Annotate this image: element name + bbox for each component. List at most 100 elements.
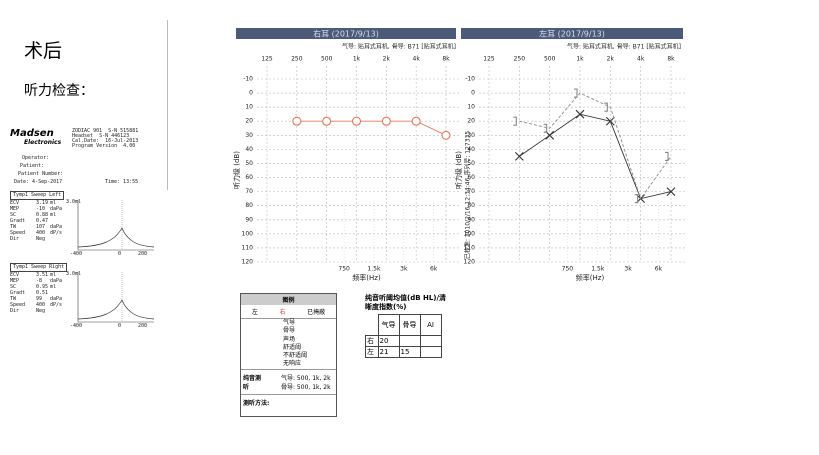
marker-circle xyxy=(411,116,421,126)
tymp-param: daPa xyxy=(50,206,63,212)
x-tick-label: 125 xyxy=(261,56,273,63)
x2-tick-label: 3k xyxy=(400,266,408,273)
tymp-xlabel: 200 xyxy=(138,251,148,257)
marker-bracket xyxy=(665,151,669,161)
y-tick-label: 120 xyxy=(464,259,476,266)
panel-title: 左耳 (2017/9/13) xyxy=(539,29,605,39)
tymp-param: ECV xyxy=(10,200,20,206)
y-tick-label: 40 xyxy=(245,146,253,153)
marker-circle xyxy=(322,116,332,126)
printout-head: Program Version 4.00 xyxy=(72,143,136,149)
legend-row: 声场 xyxy=(283,335,296,343)
pta-cell xyxy=(398,335,421,347)
legend-method: 测听方法: xyxy=(241,393,336,410)
x-tick-label: 1k xyxy=(353,56,361,63)
x-tick-label: 4k xyxy=(637,56,645,63)
tymp-param: SC xyxy=(10,212,17,218)
pta-col: 气导 xyxy=(377,314,400,336)
tymp-title: Tymp1 Sweep Left xyxy=(10,191,65,200)
x2-tick-label: 1.5k xyxy=(367,266,381,273)
legend-box: 图例左 右 已掩蔽 气导 骨导 声场 舒适阈 不舒适阈 无响应 纯音测听 气导: 500, 1k, … xyxy=(240,293,337,417)
printout-date: Date: 4-Sep-2017 xyxy=(14,179,63,185)
x-axis-label: 频率(Hz) xyxy=(576,273,605,282)
slide-title: 术后 xyxy=(24,40,63,62)
tymp-param: ml xyxy=(50,284,57,290)
scan-edge xyxy=(167,20,168,190)
tymp-title: Tymp1 Sweep Right xyxy=(10,263,68,272)
tymp-param: 0.88 xyxy=(36,212,49,218)
tymp-param: Neg xyxy=(36,236,46,242)
tymp-param: daPa xyxy=(50,224,63,230)
pta-cell: 右 xyxy=(365,335,379,347)
tymp-param: ml xyxy=(50,212,57,218)
y-tick-label: 100 xyxy=(242,230,254,237)
y-tick-label: 110 xyxy=(464,244,476,251)
tymp-param: Gradt xyxy=(10,218,26,224)
tymp-xlabel: -400 xyxy=(70,323,83,329)
pta-cell: 左 xyxy=(365,346,379,358)
tymp-param: Dir xyxy=(10,308,20,314)
pta-head-row: 气导 骨导 AI xyxy=(365,314,442,336)
tymp-param: Dir xyxy=(10,236,20,242)
legend-footer-line: 气导: 500, 1k, 2k xyxy=(281,374,331,382)
y-tick-label: 20 xyxy=(245,118,253,125)
marker-circle xyxy=(381,116,391,126)
panel-title: 右耳 (2017/9/13) xyxy=(313,29,379,39)
y-tick-label: 10 xyxy=(467,104,475,111)
tymp-xlabel: 200 xyxy=(138,323,148,329)
tymp-param: -8 xyxy=(36,278,43,284)
panel-header xyxy=(461,28,683,39)
marker-bracket xyxy=(634,194,639,204)
y-tick-label: 10 xyxy=(245,104,253,111)
tymp-param: 400 xyxy=(36,302,46,308)
tymp-param: MEP xyxy=(10,206,20,212)
pta-cell xyxy=(419,346,442,358)
legend-row: 不舒适阈 xyxy=(283,352,308,360)
y-tick-label: 70 xyxy=(245,188,253,195)
tymp-param: ml xyxy=(50,200,57,206)
y-tick-label: 0 xyxy=(249,90,253,97)
tymp-param: Speed xyxy=(10,230,26,236)
y-tick-label: 50 xyxy=(467,160,475,167)
tymp-param: daPa xyxy=(50,278,63,284)
tymp-param: dP/s xyxy=(50,230,63,236)
x2-tick-label: 6k xyxy=(430,266,438,273)
y-tick-label: 120 xyxy=(242,259,254,266)
pta-title: 纯音听阈均值(dB HL)/清晰度指数(%) xyxy=(365,294,447,311)
marker-bracket xyxy=(513,116,517,126)
x2-tick-label: 3k xyxy=(624,266,632,273)
tymp-param: Neg xyxy=(36,308,46,314)
pta-col: 骨导 xyxy=(398,314,421,336)
tymp-axes xyxy=(77,200,154,251)
x-tick-label: 250 xyxy=(514,56,526,63)
x-axis-label: 频率(Hz) xyxy=(352,273,381,282)
pta-row: 右 20 xyxy=(365,335,442,347)
y-tick-label: 30 xyxy=(245,132,253,139)
pta-corner xyxy=(365,314,378,336)
y-tick-label: 40 xyxy=(467,146,475,153)
x-tick-label: 125 xyxy=(483,56,495,63)
tymp-param: 107 xyxy=(36,224,46,230)
tymp-param: 0.95 xyxy=(36,284,49,290)
marker-x xyxy=(575,109,585,119)
panel-header xyxy=(236,28,456,39)
tymp-param: 400 xyxy=(36,230,46,236)
x2-tick-label: 6k xyxy=(655,266,663,273)
legend-col: 已掩蔽 xyxy=(307,309,326,316)
tymp-plot xyxy=(77,200,155,251)
y-tick-label: 90 xyxy=(467,216,475,223)
pta-grid: 气导 骨导 AI 右 20 左 21 15 xyxy=(365,314,442,358)
tymp-param: 3.51 xyxy=(36,272,49,278)
series-line xyxy=(296,120,447,136)
tymp-param: SC xyxy=(10,284,17,290)
marker-bracket xyxy=(604,102,608,112)
brand: Madsen xyxy=(10,128,54,139)
tymp-param: dP/s xyxy=(50,302,63,308)
marker-x xyxy=(514,152,524,161)
printout-head: Cal.Date: 16-Jul-2013 xyxy=(72,138,139,144)
tymp-curve xyxy=(77,227,155,248)
pta-cell: 20 xyxy=(377,335,400,347)
tymp-param: daPa xyxy=(50,296,63,302)
